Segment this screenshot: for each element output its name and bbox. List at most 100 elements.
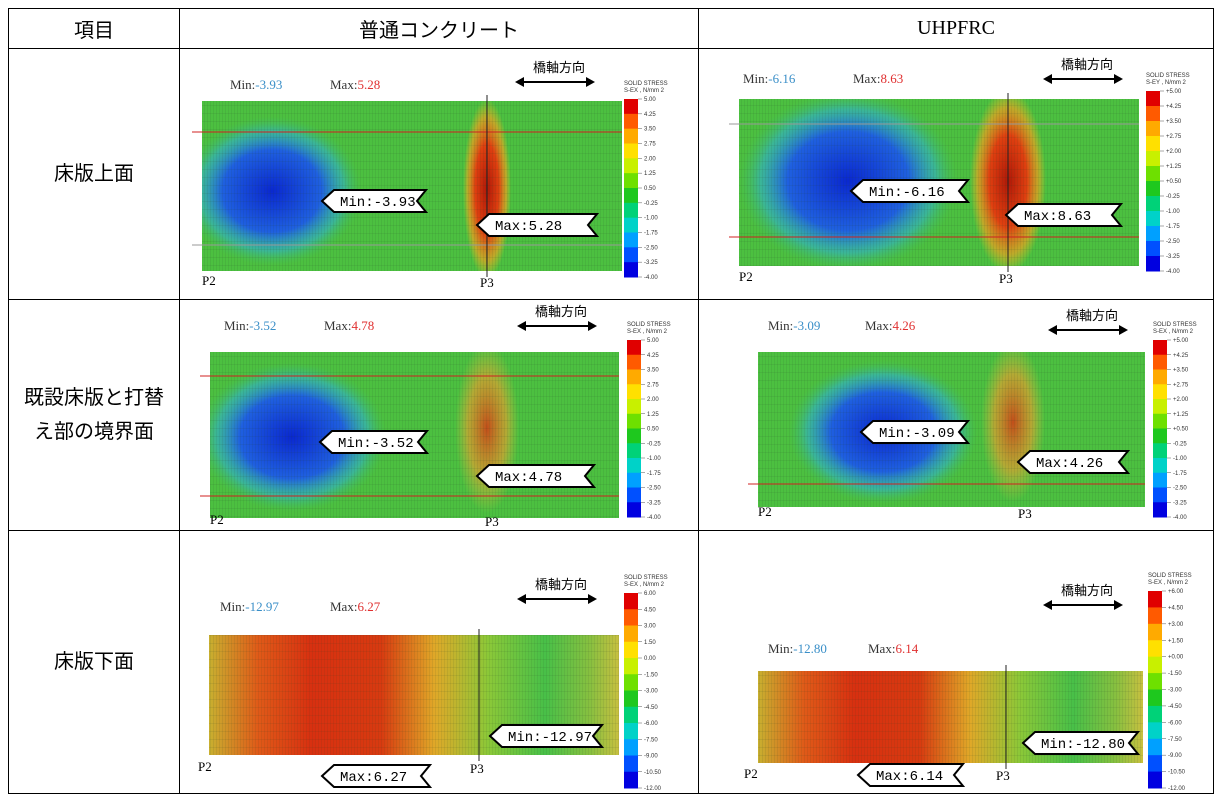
legend-tick-label: -1.75 <box>1166 224 1180 230</box>
arrow-head <box>588 594 597 604</box>
legend-tick-label: 1.25 <box>647 412 659 418</box>
legend-tick-label: -2.50 <box>647 486 661 492</box>
legend-tick-label: +0.50 <box>1166 179 1182 185</box>
legend-band <box>624 144 638 159</box>
legend-band <box>1148 722 1162 739</box>
legend-band <box>1146 91 1160 107</box>
legend-band <box>624 609 638 626</box>
contour-cell: Min:-12.97Max:6.27橋軸方向SOLID STRESSS-EX ,… <box>180 531 699 794</box>
min-label: Min: <box>743 71 768 86</box>
legend-tick-label: +1.25 <box>1173 412 1189 418</box>
contour-figure: Min:-3.93Max:5.28橋軸方向SOLID STRESSS-EX , … <box>180 49 698 299</box>
legend-band <box>1148 739 1162 756</box>
legend-band <box>627 443 641 458</box>
legend-tick-label: -10.50 <box>1168 770 1186 776</box>
legend-tick-label: 1.25 <box>644 171 656 177</box>
legend-band <box>1153 458 1167 473</box>
legend-band <box>1146 166 1160 182</box>
legend-tick-label: -1.75 <box>644 231 658 237</box>
legend-tick-label: -4.50 <box>644 705 658 711</box>
legend-band <box>624 262 638 277</box>
contour-cell: Min:-3.52Max:4.78橋軸方向SOLID STRESSS-EX , … <box>180 300 699 531</box>
legend-title: S-EX , N/mm 2 <box>1153 329 1194 335</box>
arrow-head <box>586 77 595 87</box>
legend-band <box>627 502 641 517</box>
callout-label: Min:-3.52 <box>338 436 414 452</box>
contour-cell: Min:-12.80Max:6.14橋軸方向SOLID STRESSS-EX ,… <box>699 531 1214 794</box>
legend-tick-label: -12.00 <box>644 786 662 792</box>
max-text: Max:5.28 <box>330 77 380 92</box>
legend-band <box>624 626 638 643</box>
legend-tick-label: -3.25 <box>644 260 658 266</box>
callout-label: Max:4.78 <box>495 470 562 486</box>
legend-band <box>1153 488 1167 503</box>
legend-title: SOLID STRESS <box>624 81 668 87</box>
legend-tick-label: -1.50 <box>644 672 658 678</box>
max-label: Max: <box>330 77 357 92</box>
legend-band <box>1153 473 1167 488</box>
support-label: P2 <box>744 766 758 781</box>
legend-tick-label: 0.50 <box>647 427 659 433</box>
callout-label: Max:6.27 <box>340 770 407 786</box>
support-label: P3 <box>470 761 484 776</box>
legend-band <box>624 756 638 773</box>
legend-tick-label: -3.00 <box>1168 688 1182 694</box>
legend-tick-label: -2.50 <box>1173 486 1187 492</box>
legend-tick-label: 3.00 <box>644 624 656 630</box>
legend-tick-label: -1.00 <box>647 456 661 462</box>
legend-band <box>624 658 638 675</box>
legend-tick-label: -4.00 <box>647 515 661 521</box>
min-text: Min:-12.97 <box>220 599 279 614</box>
max-value: 4.26 <box>892 318 915 333</box>
legend-band <box>624 173 638 188</box>
header-row: 項目 普通コンクリート UHPFRC <box>9 9 1214 49</box>
legend-tick-label: +4.25 <box>1173 353 1189 359</box>
legend-tick-label: -2.50 <box>1166 239 1180 245</box>
legend-tick-label: -7.50 <box>1168 737 1182 743</box>
callout-label: Min:-3.09 <box>879 426 955 442</box>
max-label: Max: <box>853 71 880 86</box>
callout-label: Min:-12.80 <box>1041 737 1125 753</box>
max-value: 5.28 <box>357 77 380 92</box>
legend-band <box>1153 370 1167 385</box>
arrow-head <box>515 77 524 87</box>
legend-tick-label: -3.25 <box>1173 500 1187 506</box>
min-label: Min: <box>224 318 249 333</box>
legend-band <box>624 707 638 724</box>
legend-tick-label: -0.25 <box>1173 441 1187 447</box>
legend-title: S-EY , N/mm 2 <box>1146 80 1187 86</box>
arrow-head <box>1043 600 1052 610</box>
legend-band <box>627 399 641 414</box>
min-value: -3.09 <box>793 318 820 333</box>
legend-tick-label: 0.00 <box>644 656 656 662</box>
min-text: Min:-3.52 <box>224 318 276 333</box>
min-value: -3.52 <box>249 318 276 333</box>
min-label: Min: <box>230 77 255 92</box>
legend-band <box>624 158 638 173</box>
legend-tick-label: 4.50 <box>644 607 656 613</box>
legend-tick-label: 2.75 <box>647 382 659 388</box>
legend-tick-label: 0.50 <box>644 186 656 192</box>
support-label: P2 <box>198 759 212 774</box>
legend-band <box>1146 211 1160 227</box>
legend-title: S-EX , N/mm 2 <box>627 329 668 335</box>
legend-band <box>627 473 641 488</box>
legend-tick-label: -4.50 <box>1168 704 1182 710</box>
callout-label: Min:-6.16 <box>869 185 945 201</box>
legend-band <box>624 772 638 789</box>
legend-tick-label: 1.50 <box>644 640 656 646</box>
arrow-head <box>517 321 526 331</box>
legend-band <box>1148 591 1162 608</box>
legend-tick-label: -4.00 <box>1173 515 1187 521</box>
legend-band <box>627 355 641 370</box>
legend-band <box>1146 196 1160 212</box>
header-cell: 普通コンクリート <box>180 9 699 49</box>
legend-band <box>1148 755 1162 772</box>
contour-figure: Min:-3.09Max:4.26橋軸方向SOLID STRESSS-EX , … <box>699 300 1213 530</box>
support-label: P3 <box>999 271 1013 286</box>
